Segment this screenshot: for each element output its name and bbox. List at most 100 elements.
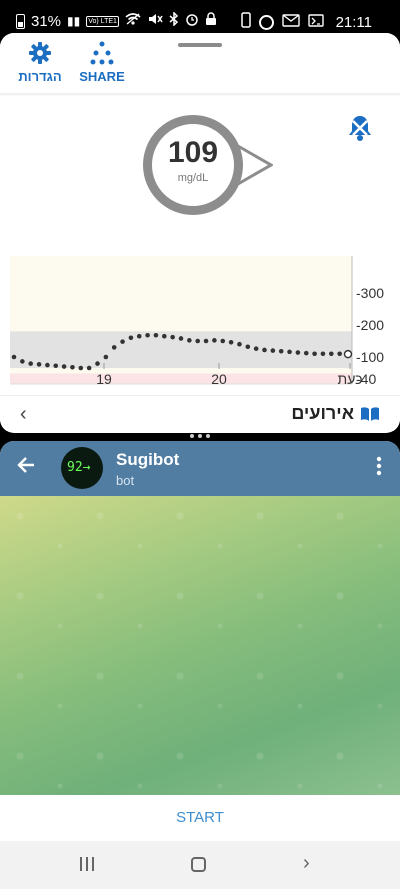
recent-apps-button[interactable] <box>80 857 94 871</box>
reading-point <box>195 338 200 344</box>
sheet-handle[interactable] <box>178 43 222 47</box>
lock-icon <box>205 12 217 30</box>
reading-point <box>11 354 17 360</box>
settings-button[interactable]: הגדרות <box>10 41 70 84</box>
x-tick-label: 19 <box>96 371 112 387</box>
notification-icon <box>240 12 251 32</box>
bluetooth-icon <box>169 11 179 30</box>
y-tick-label: -100 <box>356 349 384 365</box>
reading-point <box>162 333 167 339</box>
share-button[interactable]: SHARE <box>72 41 132 84</box>
glucose-toolbar: הגדרות SHARE <box>0 33 400 95</box>
reading-ring <box>143 115 243 215</box>
reading-point <box>220 338 226 344</box>
reading-point <box>253 346 259 351</box>
low-range-band <box>10 373 352 384</box>
signal-icon: ▮▮ <box>67 14 81 28</box>
y-tick-label: -300 <box>356 285 384 301</box>
avatar-label: 92→ <box>67 460 91 475</box>
glucose-app-pane: הגדרות SHARE <box>0 33 400 433</box>
circle-app-icon <box>258 14 274 30</box>
avatar[interactable]: 92→ <box>61 447 103 489</box>
reading-point <box>86 365 92 371</box>
reading-point <box>245 344 251 350</box>
x-tick-label: כעת <box>338 371 363 387</box>
cast-icon <box>307 13 324 31</box>
reading-point <box>111 345 117 350</box>
chat-title[interactable]: Sugibot <box>116 450 180 469</box>
battery-percent: 31% <box>31 12 62 30</box>
back-button[interactable]: › <box>303 852 310 874</box>
toolbar-divider <box>0 93 400 97</box>
wifi-icon <box>125 13 141 29</box>
reading-point <box>136 333 142 339</box>
volte-badge: Vo) LTE1 <box>86 15 119 27</box>
reading-point <box>20 359 25 364</box>
reading-point <box>120 339 125 344</box>
reading-point <box>212 338 217 343</box>
reading-point <box>95 361 100 366</box>
reading-point <box>70 364 75 370</box>
reading-point <box>329 351 334 357</box>
reading-point <box>28 361 33 366</box>
chat-header: 92→ Sugibot bot <box>0 441 400 496</box>
gear-icon <box>29 42 51 64</box>
reading-point <box>53 363 59 369</box>
glucose-reading[interactable]: 109 mg/dL <box>143 115 273 215</box>
events-row[interactable]: ‹ אירועים <box>0 395 400 431</box>
reading-point <box>170 334 175 340</box>
reading-point <box>270 348 276 353</box>
alert-off-button[interactable] <box>346 113 374 148</box>
back-arrow-icon[interactable] <box>16 455 36 481</box>
reading-point <box>228 339 234 345</box>
reading-point <box>61 364 67 369</box>
reading-point <box>278 348 284 354</box>
start-button[interactable]: START <box>0 795 400 841</box>
alarm-icon <box>185 12 199 30</box>
reading-point <box>145 332 150 338</box>
reading-point <box>187 338 192 343</box>
message-icon <box>281 13 300 31</box>
reading-point <box>128 335 134 341</box>
reading-point <box>78 365 84 371</box>
reading-point <box>237 341 242 347</box>
navigation-bar: › <box>0 841 400 889</box>
reading-point <box>103 354 109 360</box>
home-button[interactable] <box>191 857 206 872</box>
split-divider-handle[interactable] <box>188 434 212 440</box>
reading-point <box>337 351 342 357</box>
reading-point <box>312 351 317 357</box>
glucose-value: 109 <box>167 136 219 169</box>
reading-point <box>320 351 326 357</box>
chevron-left-icon: ‹ <box>20 403 27 425</box>
current-reading-point <box>343 349 353 359</box>
glucose-chart[interactable]: -300 -200 -100 -40 19 20 כעת <box>0 251 400 391</box>
chat-subtitle: bot <box>116 473 135 488</box>
bell-muted-icon <box>349 116 371 141</box>
telegram-pane: 92→ Sugibot bot START <box>0 441 400 841</box>
chat-background <box>0 496 400 796</box>
glucose-unit: mg/dL <box>177 172 209 184</box>
reading-point <box>178 336 184 341</box>
reading-point <box>262 347 267 353</box>
settings-label: הגדרות <box>18 69 62 84</box>
events-label: אירועים <box>291 403 354 423</box>
clock: 21:11 <box>335 13 372 31</box>
reading-point <box>203 338 209 344</box>
y-tick-label: -40 <box>356 371 376 387</box>
reading-point <box>303 350 309 356</box>
more-vert-icon[interactable] <box>376 456 382 481</box>
share-label: SHARE <box>79 69 125 84</box>
reading-point <box>295 350 301 355</box>
reading-point <box>36 362 42 367</box>
battery-icon <box>16 13 25 29</box>
share-dots-icon <box>90 41 114 65</box>
reading-point <box>287 349 292 355</box>
reading-point <box>153 332 159 338</box>
reading-point <box>45 362 50 368</box>
y-tick-label: -200 <box>356 317 384 333</box>
mute-icon <box>147 12 163 30</box>
x-tick-label: 20 <box>211 371 227 387</box>
book-icon <box>360 406 380 427</box>
